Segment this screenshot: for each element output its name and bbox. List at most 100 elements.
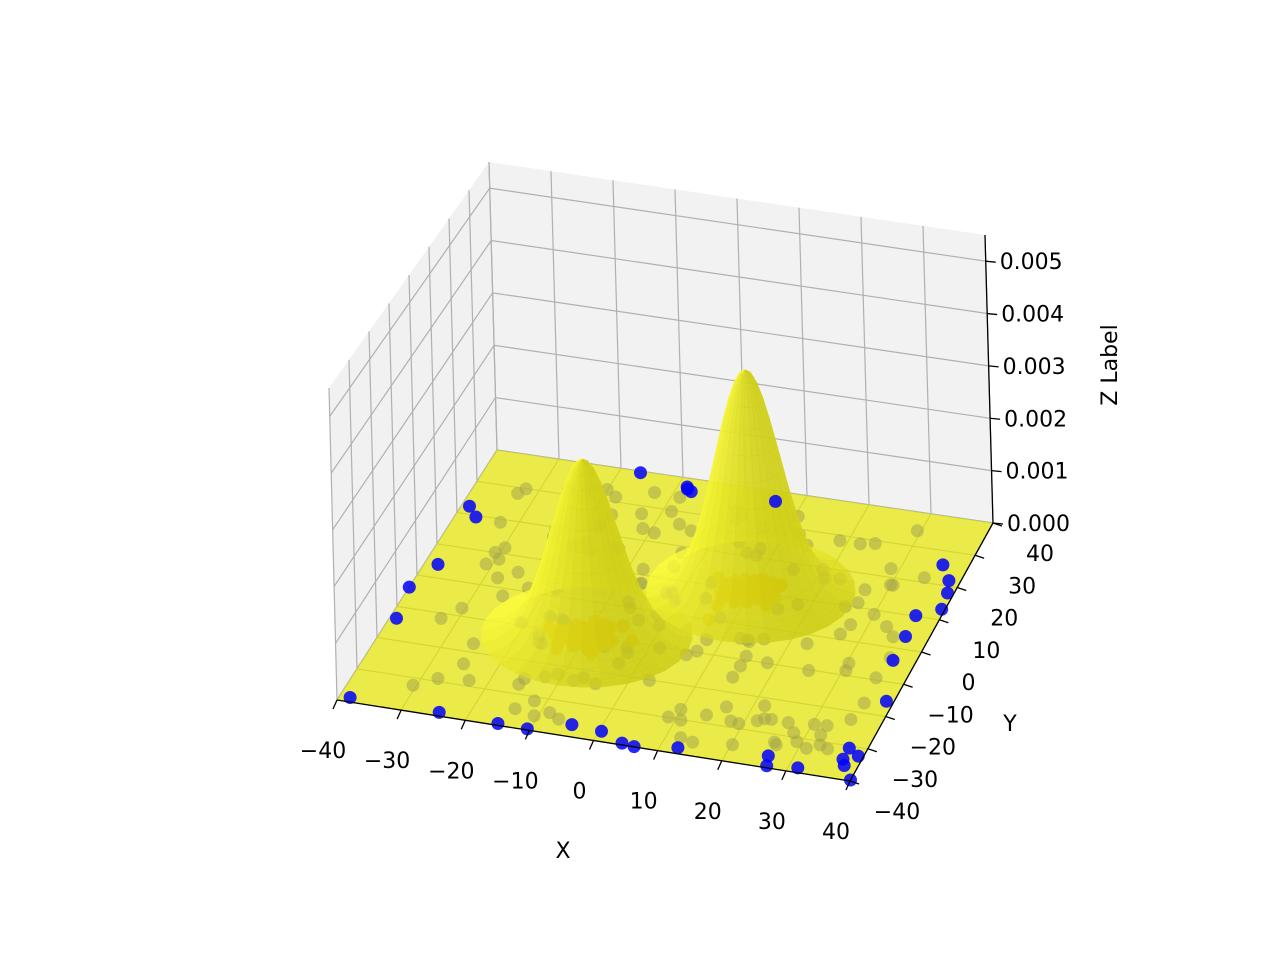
x-tick-label: −30 [364, 749, 410, 774]
surface-facet [760, 588, 777, 604]
scatter-point [520, 722, 534, 736]
scatter-point [671, 741, 685, 755]
surface-facet [592, 592, 606, 613]
surface-facet [728, 602, 747, 615]
surface-facet [581, 641, 598, 653]
x-tick [460, 719, 466, 730]
x-tick-label: −10 [492, 769, 538, 794]
scatter-point [879, 694, 893, 708]
x-tick [845, 780, 851, 791]
x-axis-label: X [555, 839, 570, 864]
x-tick-label: −40 [300, 739, 346, 764]
surface-facet [571, 573, 583, 595]
scatter-point [431, 557, 445, 571]
surface-facet [579, 678, 603, 684]
surface-facet [575, 509, 583, 532]
surface-facet [593, 610, 609, 629]
y-axis-label: Y [1002, 712, 1017, 737]
scatter-point [909, 609, 923, 623]
scatter-point [565, 718, 579, 732]
surface-facet [745, 533, 758, 557]
x-tick [588, 740, 595, 750]
tick-labels: −40 −30 −20 −10 0 10 20 30 40 −40 −30 −20 −10 0 10 20 30… [300, 250, 1070, 845]
surface-facet [581, 552, 592, 575]
surface-peak [645, 369, 856, 644]
y-tick [849, 780, 860, 785]
scatter-point [615, 736, 629, 750]
surface-facet [568, 611, 583, 629]
scatter-point [463, 499, 476, 513]
x-tick-label: −20 [428, 759, 474, 784]
surface-facet [744, 628, 767, 635]
grid-line-z [334, 396, 992, 644]
surface-facet [745, 555, 760, 576]
surface-facet [745, 482, 756, 510]
scatter-point [390, 611, 403, 625]
surface-facet [570, 593, 583, 613]
surface-facet [737, 455, 746, 484]
scatter-point [343, 691, 357, 704]
y-tick [885, 715, 895, 721]
surface-facet [744, 455, 754, 484]
z-tick-label: 0.002 [1004, 407, 1067, 432]
scatter-point [942, 574, 956, 588]
scatter-point [936, 558, 950, 572]
z-tick-label: 0.000 [1007, 512, 1070, 537]
x-tick [396, 709, 402, 720]
surface-facet [580, 673, 602, 680]
scatter-point [886, 653, 900, 667]
surface-facet [581, 627, 597, 642]
tick-marks [332, 260, 1004, 791]
surface-facet [738, 429, 746, 457]
z-tick-label: 0.003 [1003, 355, 1066, 380]
grid-line-z [332, 292, 989, 531]
surface-facet [581, 573, 593, 595]
surface-facet [745, 621, 766, 630]
surface-facet [739, 406, 746, 431]
surface-facet [594, 626, 611, 642]
y-tick-label: −10 [927, 703, 973, 728]
x-tick [524, 730, 530, 740]
y-tick-label: −40 [874, 800, 920, 825]
y-tick-label: 40 [1026, 542, 1054, 567]
z-tick-label: 0.001 [1006, 460, 1069, 485]
y-tick-label: 20 [990, 607, 1018, 632]
surface-facet [555, 681, 581, 688]
surface-facet [745, 603, 764, 615]
x-tick [781, 770, 787, 781]
surface-facet [745, 508, 757, 535]
surface-facet [581, 612, 596, 629]
scatter-point [935, 602, 949, 616]
surface-facet [480, 629, 489, 643]
y-tick-label: 0 [962, 671, 976, 696]
surface-facet [745, 590, 762, 604]
surface-facet [734, 532, 747, 557]
surface-facet [730, 589, 747, 604]
surface-facet [581, 530, 591, 554]
x-tick-label: 30 [758, 810, 786, 835]
scatter-point [899, 630, 912, 643]
surface-facet [556, 608, 571, 628]
x-tick-label: 40 [822, 820, 850, 845]
grid-line-z [333, 344, 991, 587]
scatter-point [941, 586, 954, 600]
surface-facet [735, 508, 747, 535]
z-tick-label: 0.005 [1000, 250, 1063, 275]
y-tick-label: 30 [1008, 574, 1036, 599]
surface-facet [732, 554, 747, 576]
scatter-point [634, 466, 647, 480]
surface-facet [736, 481, 746, 510]
surface-facet [718, 570, 734, 590]
surface-facet [757, 553, 772, 575]
scatter-point [769, 494, 782, 508]
z-tick-label: 0.004 [1001, 303, 1064, 328]
z-axis-label: Z Label [1098, 324, 1123, 405]
x-tick-label: 0 [573, 780, 587, 805]
z-tick [988, 365, 999, 368]
surface-facet [581, 651, 599, 662]
scatter-point [837, 759, 851, 772]
surface-facet [572, 551, 583, 575]
scatter-point [402, 580, 416, 594]
surface-facet [565, 639, 583, 653]
z-tick [985, 260, 996, 263]
